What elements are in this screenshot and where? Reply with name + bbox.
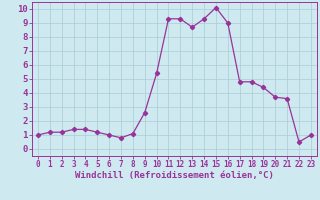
X-axis label: Windchill (Refroidissement éolien,°C): Windchill (Refroidissement éolien,°C) xyxy=(75,171,274,180)
